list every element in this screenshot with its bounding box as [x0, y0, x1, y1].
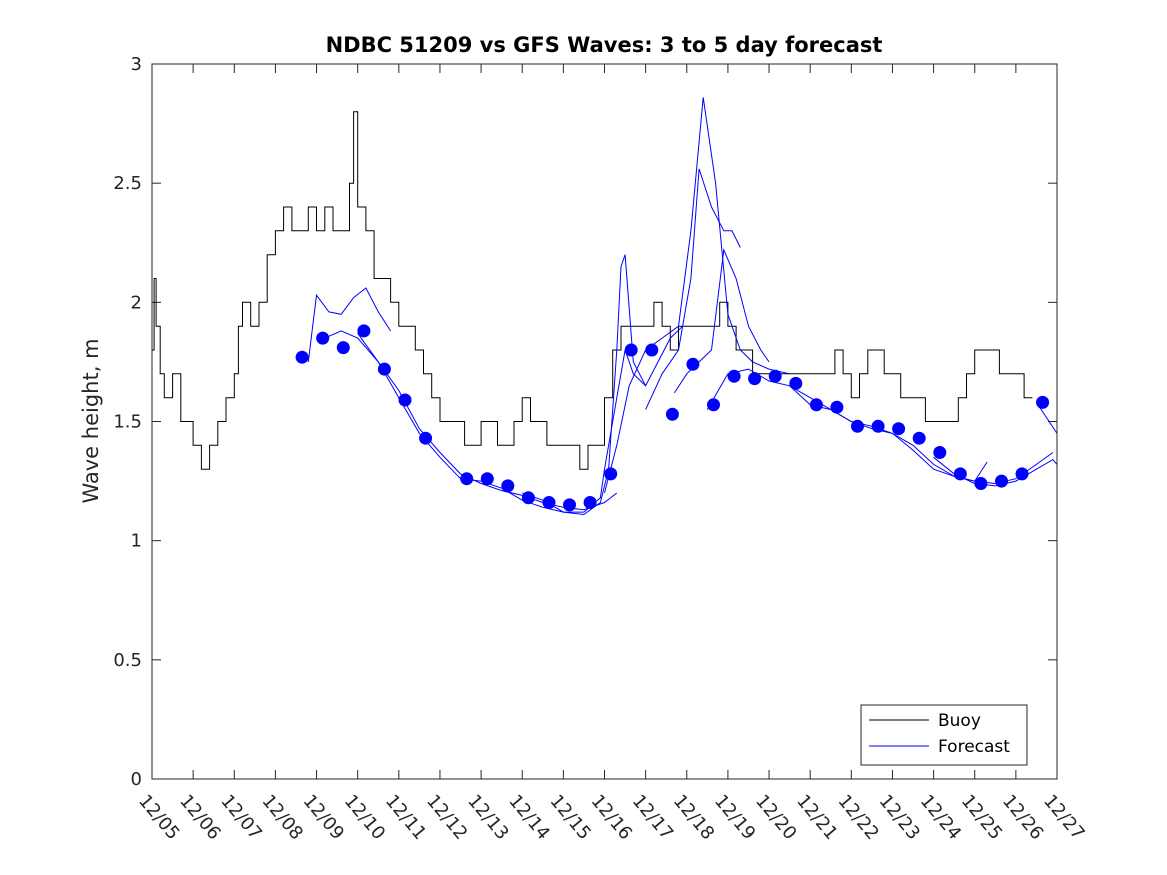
forecast-marker: [871, 419, 885, 433]
forecast-marker: [398, 393, 412, 407]
forecast-marker: [727, 369, 741, 383]
forecast-marker: [768, 369, 782, 383]
y-tick-label: 3: [131, 54, 142, 75]
buoy-line: [152, 111, 1033, 470]
forecast-marker: [892, 422, 906, 436]
y-axis-label: Wave height, m: [79, 338, 103, 503]
forecast-marker: [542, 496, 556, 509]
forecast-marker: [830, 400, 844, 414]
y-tick-label: 0.5: [113, 650, 142, 671]
y-tick-label: 1.5: [113, 412, 142, 433]
forecast-markers: [295, 324, 1050, 512]
forecast-marker: [912, 431, 926, 445]
forecast-marker: [336, 341, 350, 355]
forecast-marker: [707, 398, 720, 412]
forecast-marker: [851, 419, 864, 433]
forecast-marker: [480, 472, 494, 486]
forecast-marker: [1036, 395, 1050, 409]
legend-box: [860, 704, 1028, 766]
legend-forecast-label: Forecast: [938, 737, 1010, 757]
forecast-marker: [316, 331, 330, 345]
forecast-run-line: [604, 97, 790, 494]
forecast-marker: [583, 496, 597, 509]
forecast-marker: [460, 472, 474, 486]
y-tick-label: 0: [131, 769, 142, 790]
y-tick-label: 2.5: [113, 173, 142, 194]
forecast-marker: [521, 491, 535, 505]
forecast-marker: [624, 343, 638, 357]
forecast-marker: [933, 446, 947, 459]
forecast-marker: [995, 474, 1008, 488]
forecast-marker: [974, 477, 988, 490]
y-tick-label: 2: [131, 292, 142, 313]
forecast-marker: [953, 467, 967, 481]
forecast-marker: [665, 407, 679, 421]
forecast-marker: [501, 479, 515, 493]
forecast-marker: [295, 350, 309, 364]
forecast-marker: [377, 362, 391, 376]
forecast-marker: [1015, 467, 1029, 481]
forecast-run-line: [307, 287, 392, 362]
forecast-marker: [563, 498, 576, 512]
forecast-marker: [419, 431, 433, 445]
forecast-marker: [789, 376, 803, 390]
forecast-marker: [604, 467, 618, 481]
forecast-run-line: [357, 333, 646, 513]
axis-ticks: [151, 63, 1058, 780]
y-tick-label: 1: [131, 531, 142, 552]
legend-buoy-label: Buoy: [938, 711, 981, 731]
forecast-marker: [645, 343, 659, 357]
forecast-marker: [809, 398, 823, 412]
chart-title: NDBC 51209 vs GFS Waves: 3 to 5 day fore…: [326, 33, 883, 57]
legend: Buoy Forecast: [860, 704, 1028, 766]
forecast-run-line: [522, 254, 684, 516]
forecast-run-line: [645, 168, 741, 410]
forecast-marker: [686, 357, 700, 371]
buoy-series: [152, 111, 1033, 470]
forecast-marker: [748, 372, 762, 386]
forecast-marker: [357, 324, 371, 338]
y-tick-labels: 0 0.5 1 1.5 2 2.5 3: [113, 54, 142, 790]
